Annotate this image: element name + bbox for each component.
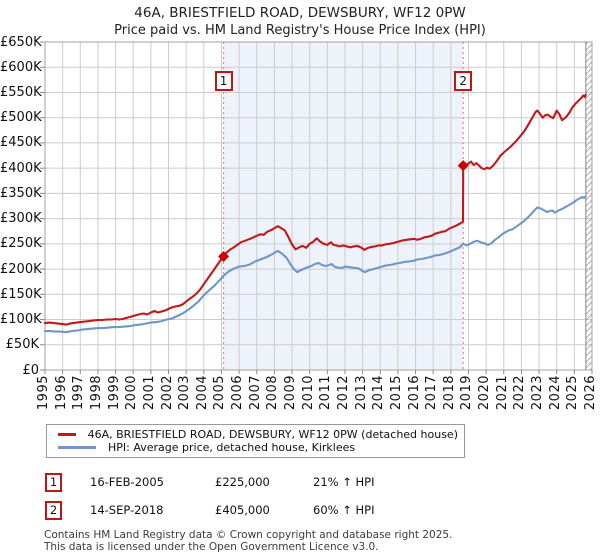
chart-legend: 46A, BRIESTFIELD ROAD, DEWSBURY, WF12 0P… xyxy=(46,424,465,458)
transaction-number-badge: 1 xyxy=(45,473,62,492)
footer-line-1: Contains HM Land Registry data © Crown c… xyxy=(44,529,453,541)
x-axis-label: 2007 xyxy=(247,375,263,411)
x-axis-label: 2012 xyxy=(335,375,351,411)
transaction-date: 14-SEP-2018 xyxy=(90,503,164,517)
y-axis-label: £550K xyxy=(0,84,42,100)
x-axis-label: 2020 xyxy=(477,375,493,411)
sale-marker-2-box: 2 xyxy=(454,71,473,91)
legend-item-price: 46A, BRIESTFIELD ROAD, DEWSBURY, WF12 0P… xyxy=(53,428,458,441)
page-subtitle: Price paid vs. HM Land Registry's House … xyxy=(114,23,486,38)
x-axis-label: 2014 xyxy=(371,375,387,411)
x-axis-label: 2017 xyxy=(424,375,440,411)
x-axis-label: 1997 xyxy=(71,375,87,411)
y-axis-label: £650K xyxy=(0,34,42,50)
x-axis-label: 2021 xyxy=(494,375,510,411)
y-axis-label: £0 xyxy=(22,362,39,378)
footer-line-2: This data is licensed under the Open Gov… xyxy=(44,541,379,553)
x-axis-label: 2008 xyxy=(265,375,281,411)
transaction-hpi-delta: 60% ↑ HPI xyxy=(313,503,375,517)
legend-label: HPI: Average price, detached house, Kirk… xyxy=(108,441,356,454)
license-footer: Contains HM Land Registry data © Crown c… xyxy=(44,529,584,553)
page-title: 46A, BRIESTFIELD ROAD, DEWSBURY, WF12 0P… xyxy=(134,5,466,21)
hpi-line-swatch xyxy=(58,446,96,449)
price-line-swatch xyxy=(58,433,76,436)
x-axis-label: 2018 xyxy=(441,375,457,411)
sale-marker-1-box: 1 xyxy=(214,71,233,91)
x-axis-label: 2010 xyxy=(300,375,316,411)
x-axis-label: 2015 xyxy=(388,375,404,411)
x-axis-label: 2025 xyxy=(565,375,581,411)
x-axis-label: 2013 xyxy=(353,375,369,411)
transaction-hpi-delta: 21% ↑ HPI xyxy=(313,475,375,489)
x-axis-label: 1996 xyxy=(53,375,69,411)
y-axis-label: £400K xyxy=(0,160,42,176)
x-axis-label: 2022 xyxy=(512,375,528,411)
legend-item-hpi: HPI: Average price, detached house, Kirk… xyxy=(53,441,458,454)
y-axis-label: £300K xyxy=(0,211,42,227)
x-axis-label: 1999 xyxy=(106,375,122,411)
x-axis-label: 2006 xyxy=(230,375,246,411)
x-axis-label: 2003 xyxy=(177,375,193,411)
price-history-chart xyxy=(40,41,593,374)
x-axis-label: 2023 xyxy=(530,375,546,411)
y-axis-label: £600K xyxy=(0,59,42,75)
x-axis-label: 2024 xyxy=(547,375,563,411)
legend-label: 46A, BRIESTFIELD ROAD, DEWSBURY, WF12 0P… xyxy=(87,428,458,441)
transaction-row-1: 1 16-FEB-2005 £225,000 21% ↑ HPI xyxy=(45,473,565,499)
y-axis-label: £350K xyxy=(0,185,42,201)
y-axis-label: £500K xyxy=(0,110,42,126)
x-axis-label: 2009 xyxy=(283,375,299,411)
x-axis-label: 2016 xyxy=(406,375,422,411)
x-axis-label: 1998 xyxy=(88,375,104,411)
y-axis-label: £150K xyxy=(0,286,42,302)
x-axis-label: 2001 xyxy=(141,375,157,411)
x-axis-label: 2004 xyxy=(194,375,210,411)
y-axis-label: £250K xyxy=(0,236,42,252)
x-axis-label: 2011 xyxy=(318,375,334,411)
y-axis-label: £50K xyxy=(5,337,39,353)
x-axis-label: 1995 xyxy=(36,375,51,411)
x-axis-label: 2005 xyxy=(212,375,228,411)
transaction-date: 16-FEB-2005 xyxy=(90,475,164,489)
x-axis-label: 2000 xyxy=(124,375,140,411)
x-axis-label: 2019 xyxy=(459,375,475,411)
y-axis-label: £450K xyxy=(0,135,42,151)
y-axis-label: £200K xyxy=(0,261,42,277)
transaction-price: £405,000 xyxy=(215,503,270,517)
transaction-price: £225,000 xyxy=(215,475,270,489)
x-axis-label: 2002 xyxy=(159,375,175,411)
transaction-number-badge: 2 xyxy=(45,501,62,520)
x-axis-label: 2026 xyxy=(583,375,598,411)
y-axis-label: £100K xyxy=(0,312,42,328)
transaction-row-2: 2 14-SEP-2018 £405,000 60% ↑ HPI xyxy=(45,501,565,527)
